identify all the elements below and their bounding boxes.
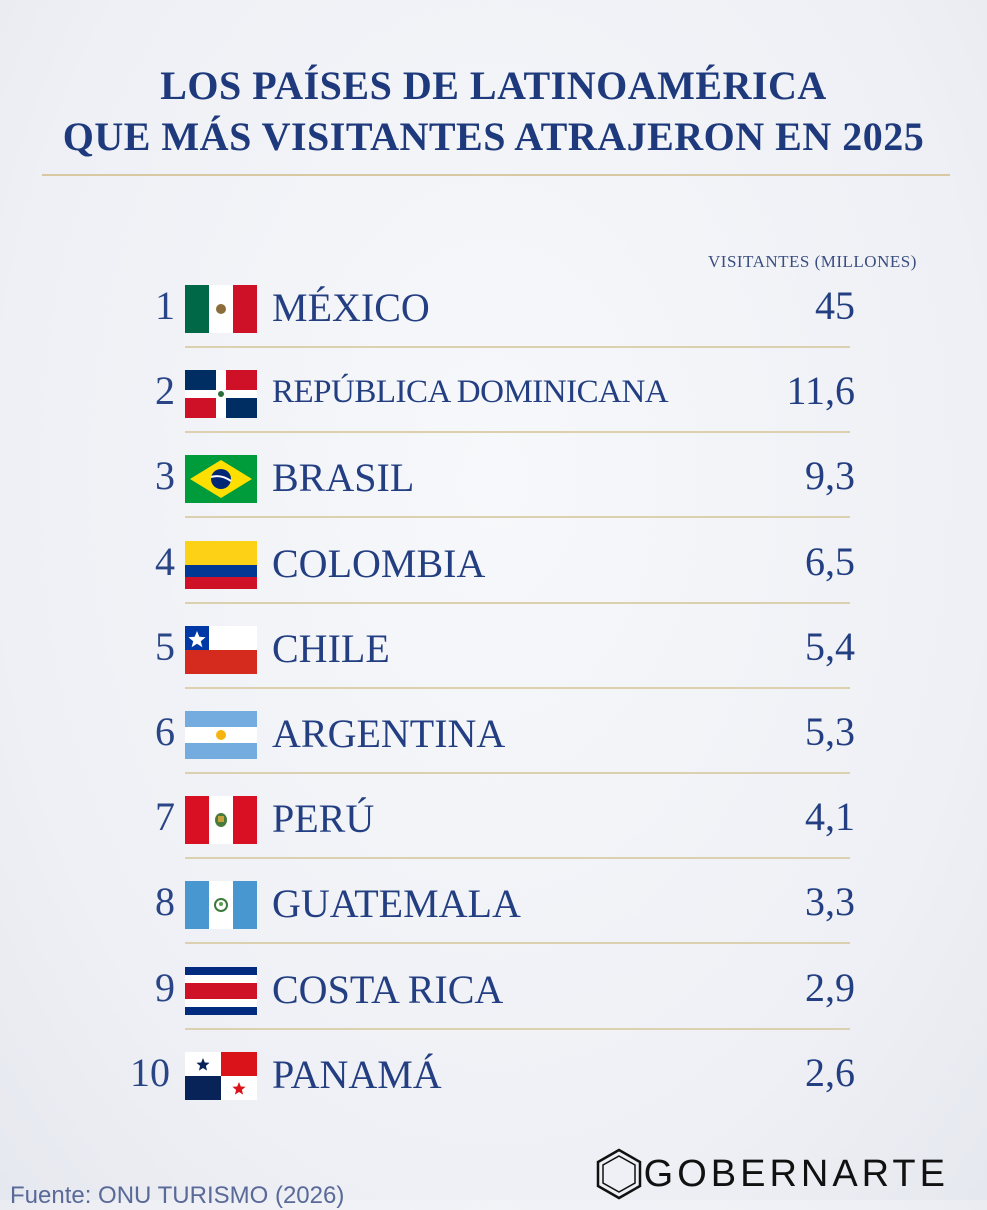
country-name: CHILE	[272, 625, 390, 671]
title-divider	[42, 174, 950, 176]
row-divider	[185, 772, 850, 774]
table-row: 10 PANAMÁ 2,6	[0, 1033, 987, 1117]
visitor-value: 11,6	[786, 368, 855, 414]
table-row: 8 GUATEMALA 3,3	[0, 862, 987, 946]
colombia-flag-icon	[185, 540, 257, 589]
row-divider	[185, 516, 850, 519]
table-row: 1 MÉXICO 45	[0, 266, 987, 350]
mexico-flag-icon	[185, 285, 257, 333]
rank-number: 7	[155, 794, 175, 840]
rank-number: 10	[130, 1049, 170, 1095]
row-divider	[185, 1027, 850, 1030]
table-row: 6 ARGENTINA 5,3	[0, 692, 987, 776]
visitor-value: 5,4	[805, 623, 855, 669]
table-row: 9 COSTA RICA 2,9	[0, 948, 987, 1032]
country-name: COLOMBIA	[272, 540, 486, 586]
column-header-visitors: VISITANTES (MILLONES)	[708, 252, 917, 271]
visitor-value: 4,1	[805, 794, 855, 840]
visitor-value: 2,9	[805, 964, 855, 1010]
source-footnote: Fuente: ONU TURISMO (2026)	[10, 1182, 345, 1209]
dominican-republic-flag-icon	[185, 370, 257, 419]
page-title-line-2: QUE MÁS VISITANTES ATRAJERON EN 2025	[62, 114, 925, 159]
country-name: ARGENTINA	[272, 711, 506, 756]
country-name: BRASIL	[272, 455, 415, 501]
row-divider	[185, 857, 850, 860]
table-row: 2 REPÚBLICA DOMINICANA 11,6	[0, 351, 987, 435]
country-name: PERÚ	[272, 796, 375, 842]
country-name: GUATEMALA	[272, 881, 521, 927]
row-divider	[185, 942, 850, 945]
row-divider	[185, 601, 850, 604]
country-name: COSTA RICA	[272, 966, 504, 1012]
rank-number: 4	[155, 538, 175, 584]
row-divider	[185, 431, 850, 434]
visitor-value: 6,5	[805, 538, 855, 584]
visitor-value: 3,3	[805, 879, 855, 925]
visitor-value: 45	[815, 283, 855, 328]
table-row: 3 BRASIL 9,3	[0, 436, 987, 520]
rank-number: 6	[155, 709, 175, 754]
brand-logo: GOBERNARTE	[594, 1148, 949, 1200]
table-row: 7 PERÚ 4,1	[0, 777, 987, 861]
visitor-value: 5,3	[805, 709, 855, 754]
brazil-flag-icon	[185, 455, 257, 504]
row-divider	[185, 346, 850, 348]
visitor-value: 2,6	[805, 1049, 855, 1095]
country-name: REPÚBLICA DOMINICANA	[272, 374, 669, 411]
country-name: PANAMÁ	[272, 1051, 442, 1097]
table-row: 5 CHILE 5,4	[0, 607, 987, 691]
costa-rica-flag-icon	[185, 966, 257, 1015]
rank-number: 1	[155, 283, 175, 328]
argentina-flag-icon	[185, 711, 257, 759]
table-row: 4 COLOMBIA 6,5	[0, 522, 987, 606]
rank-number: 3	[155, 453, 175, 499]
rank-number: 8	[155, 879, 175, 925]
panama-flag-icon	[185, 1051, 257, 1100]
guatemala-flag-icon	[185, 881, 257, 930]
logo-mark-icon	[596, 1148, 641, 1200]
page-title-line-1: LOS PAÍSES DE LATINOAMÉRICA	[160, 63, 827, 108]
peru-flag-icon	[185, 796, 257, 845]
rank-number: 5	[155, 623, 175, 669]
rank-number: 2	[155, 368, 175, 414]
rank-number: 9	[155, 964, 175, 1010]
logo-text: GOBERNARTE	[643, 1152, 949, 1195]
chile-flag-icon	[185, 625, 257, 674]
country-name: MÉXICO	[272, 285, 430, 330]
row-divider	[185, 686, 850, 689]
visitor-value: 9,3	[805, 453, 855, 499]
